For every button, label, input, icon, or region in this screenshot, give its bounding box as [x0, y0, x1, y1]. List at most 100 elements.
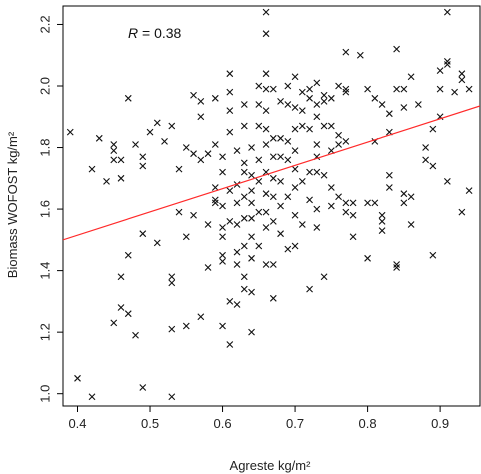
data-point	[226, 88, 234, 96]
x-tick-label: 0.7	[286, 416, 304, 431]
data-point	[277, 134, 284, 142]
y-tick-label: 1.4	[38, 262, 53, 280]
data-point	[378, 101, 386, 108]
data-point	[110, 141, 118, 148]
data-point	[226, 217, 234, 225]
data-point	[291, 147, 299, 155]
data-point	[443, 61, 451, 68]
data-point	[313, 79, 321, 87]
data-point	[211, 141, 219, 148]
data-point	[320, 273, 328, 281]
data-point	[327, 184, 335, 191]
data-point	[422, 144, 429, 151]
data-point	[320, 171, 328, 179]
data-point	[248, 199, 255, 207]
data-point	[364, 199, 371, 207]
data-point	[349, 233, 357, 241]
y-tick-label: 1.6	[38, 200, 53, 218]
data-point	[327, 202, 335, 210]
data-point	[255, 177, 263, 185]
data-point	[153, 239, 161, 247]
data-point	[233, 199, 241, 207]
data-point	[269, 294, 277, 302]
data-point	[248, 233, 255, 241]
data-point	[219, 168, 226, 176]
data-point	[298, 177, 306, 185]
data-point	[117, 156, 125, 164]
data-point	[262, 190, 270, 198]
data-point	[168, 122, 176, 130]
data-point	[226, 107, 234, 115]
data-point	[385, 171, 393, 179]
plot-frame	[62, 5, 481, 407]
data-point	[146, 128, 154, 136]
data-point	[335, 82, 342, 90]
data-point	[240, 122, 248, 130]
data-point	[335, 131, 342, 139]
data-point	[364, 85, 371, 93]
data-point	[284, 193, 292, 201]
data-point	[233, 147, 241, 155]
data-point	[443, 57, 451, 65]
data-point	[255, 156, 263, 164]
data-point	[255, 82, 263, 90]
data-point	[182, 144, 190, 151]
data-point	[436, 67, 444, 75]
data-point	[110, 147, 118, 155]
data-point	[182, 322, 190, 330]
data-point	[313, 113, 321, 121]
data-point	[124, 310, 132, 318]
y-tick-label: 2.2	[38, 15, 53, 33]
data-point	[168, 325, 176, 333]
data-point	[306, 196, 313, 204]
data-point	[124, 251, 132, 259]
correlation-value: = 0.38	[138, 25, 181, 41]
y-tick-label: 2.0	[38, 77, 53, 95]
data-point	[240, 214, 248, 222]
data-point	[262, 30, 270, 38]
data-point	[110, 156, 118, 164]
data-points	[66, 8, 473, 401]
data-point	[262, 125, 270, 133]
data-point	[291, 184, 299, 191]
data-point	[371, 94, 379, 102]
data-point	[277, 230, 284, 238]
data-point	[255, 208, 263, 216]
data-point	[313, 101, 321, 108]
data-point	[400, 104, 408, 111]
data-point	[153, 119, 161, 127]
data-point	[262, 8, 270, 16]
data-point	[320, 97, 328, 105]
data-point	[117, 174, 125, 182]
data-point	[219, 233, 226, 241]
data-point	[284, 101, 292, 108]
x-tick-label: 0.5	[141, 416, 159, 431]
data-point	[255, 122, 263, 130]
data-point	[226, 70, 234, 78]
data-point	[349, 211, 357, 219]
regression-line	[63, 105, 480, 241]
data-point	[66, 128, 74, 136]
data-point	[197, 156, 205, 164]
data-point	[378, 211, 386, 219]
data-point	[168, 273, 176, 281]
data-point	[248, 144, 255, 151]
x-axis: 0.4 0.5 0.6 0.7 0.8 0.9	[68, 406, 449, 431]
data-point	[226, 297, 234, 305]
data-point	[190, 91, 197, 99]
data-point	[190, 211, 197, 219]
data-point	[197, 97, 205, 105]
data-point	[269, 217, 277, 225]
data-point	[458, 70, 466, 78]
data-point	[226, 341, 234, 348]
data-point	[139, 384, 147, 391]
data-point	[219, 251, 226, 259]
data-point	[298, 107, 306, 115]
data-point	[139, 153, 147, 161]
data-point	[371, 199, 379, 207]
data-point	[262, 141, 270, 148]
x-tick-label: 0.8	[359, 416, 377, 431]
data-point	[117, 304, 125, 311]
data-point	[342, 88, 350, 96]
